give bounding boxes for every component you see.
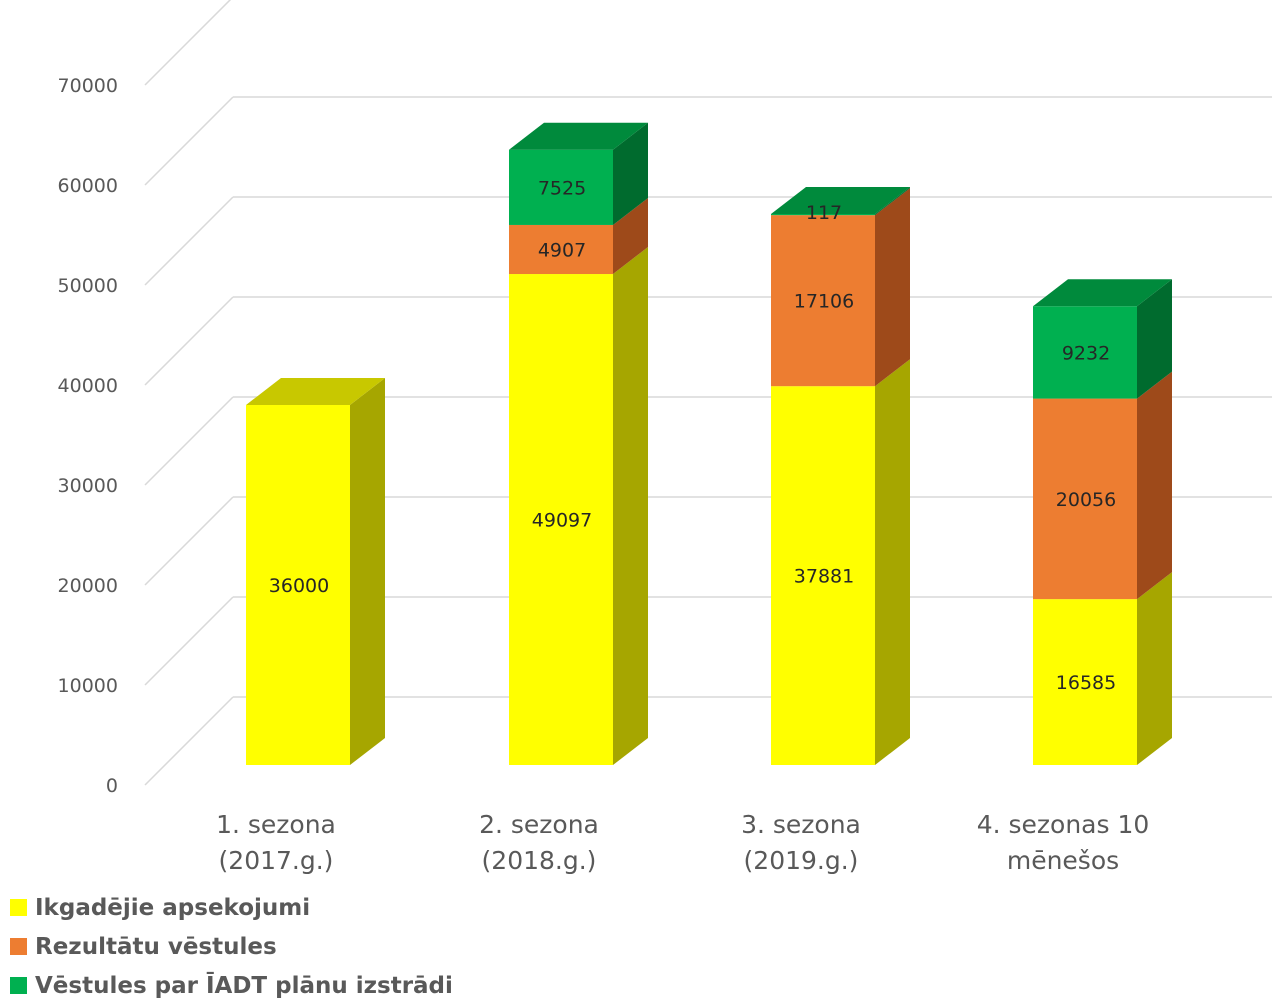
y-tick-label: 20000 [58,575,118,597]
data-label: 37881 [794,566,854,588]
y-tick-label: 10000 [58,675,118,697]
bar-top [771,186,910,214]
bar [1033,306,1137,399]
x-tick-label: (2017.g.) [219,846,334,875]
bar-top [509,122,648,150]
legend-swatch [10,938,27,955]
data-label: 7525 [538,177,586,199]
y-tick-label: 50000 [58,275,118,297]
bar [1033,599,1137,765]
y-tick-label: 70000 [58,75,118,97]
x-tick-label: 3. sezona [741,810,861,839]
data-label: 20056 [1056,489,1116,511]
bar-side [1137,371,1172,600]
legend-label: Rezultātu vēstules [35,933,277,960]
y-tick-label: 60000 [58,175,118,197]
data-label: 17106 [794,291,854,313]
bar-side [875,188,910,387]
bar [246,405,350,765]
legend-swatch [10,899,27,916]
y-tick-label: 40000 [58,375,118,397]
data-label: 49097 [532,510,592,532]
x-tick-label: (2019.g.) [744,846,859,875]
data-label: 36000 [269,575,329,597]
legend-item: Vēstules par ĪADT plānu izstrādi [10,966,453,1005]
gridline-diagonal [144,496,234,586]
legend-label: Ikgadējie apsekojumi [35,894,311,921]
legend-swatch [10,977,27,994]
data-label: 117 [806,202,842,224]
bar-side [1137,572,1172,765]
bar-side [613,197,648,275]
x-tick-label: 2. sezona [479,810,599,839]
bar-side [613,122,648,225]
bar-side [875,186,910,216]
data-label: 4907 [538,239,586,261]
legend-item: Rezultātu vēstules [10,927,453,966]
data-label: 16585 [1056,672,1116,694]
bar [509,224,613,275]
bar [509,149,613,225]
gridline-diagonal [144,196,234,286]
gridline-diagonal [144,696,234,786]
y-tick-label: 30000 [58,475,118,497]
bar [771,386,875,765]
gridline-diagonal [144,96,234,186]
x-tick-label: mēnešos [1007,846,1119,875]
bar-side [350,378,385,765]
bar [771,213,875,216]
x-tick-label: 4. sezonas 10 [977,810,1150,839]
bar [509,274,613,765]
x-tick-label: 1. sezona [216,810,336,839]
legend-label: Vēstules par ĪADT plānu izstrādi [35,972,453,999]
gridline-diagonal [144,596,234,686]
bar-top [1033,279,1172,307]
gridline-diagonal [144,296,234,386]
bar [771,215,875,387]
bar-side [1137,279,1172,399]
bar [1033,398,1137,600]
bar-side [613,247,648,765]
legend-item: Ikgadējie apsekojumi [10,888,453,927]
gridline-diagonal [144,396,234,486]
legend: Ikgadējie apsekojumi Rezultātu vēstules Vē… [10,888,453,1005]
data-label: 9232 [1062,342,1110,364]
gridline-diagonal [144,0,232,86]
bar-top [246,378,385,405]
bar-side [875,359,910,765]
x-tick-label: (2018.g.) [482,846,597,875]
y-tick-label: 0 [106,775,118,797]
